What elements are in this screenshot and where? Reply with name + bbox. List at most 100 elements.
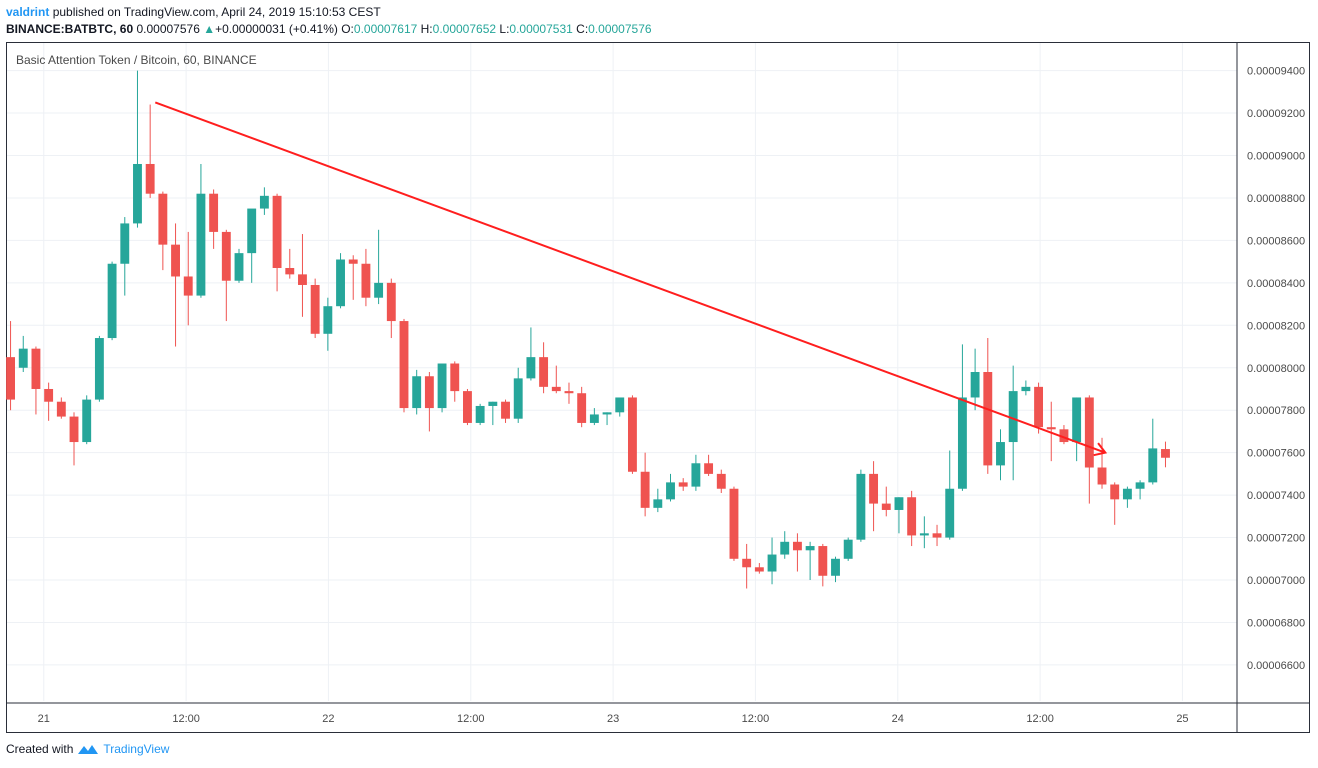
y-tick-label: 0.00007000 (1247, 575, 1305, 587)
resistance-trendline (154, 101, 1106, 454)
candle-up (767, 554, 777, 572)
candle-down (69, 416, 79, 443)
x-tick-label: 23 (607, 713, 619, 725)
candle-up (996, 442, 1005, 466)
candle-up (945, 488, 955, 538)
candle-down (56, 401, 66, 417)
candle-up (82, 399, 92, 443)
created-with-label: Created with (6, 742, 74, 756)
candle-down (44, 388, 54, 402)
candle-down (501, 401, 510, 419)
change-arrow-icon: ▲ (203, 22, 216, 36)
candle-down (932, 533, 942, 538)
candle-down (31, 348, 41, 389)
trendline-arrowhead (1093, 442, 1108, 457)
tradingview-brand[interactable]: TradingView (103, 742, 170, 756)
y-tick-label: 0.00009200 (1247, 108, 1305, 120)
candle-down (285, 267, 295, 275)
symbol-label: BINANCE:BATBTC, 60 (6, 22, 134, 36)
candle-down (869, 473, 879, 504)
candle-up (120, 223, 130, 264)
candle-up (475, 405, 485, 423)
candle-down (145, 163, 155, 194)
x-tick-label: 12:00 (457, 713, 485, 725)
candle-up (513, 378, 523, 419)
candle-down (1059, 429, 1069, 443)
candle-down (158, 193, 168, 245)
candle-down (1161, 449, 1170, 458)
candle-down (551, 386, 561, 392)
candle-down (348, 259, 358, 264)
candle-up (1135, 482, 1145, 489)
candle-up (1072, 397, 1082, 443)
candle-down (881, 503, 891, 510)
author-name[interactable]: valdrint (6, 5, 50, 19)
candle-down (716, 473, 726, 489)
candle-down (539, 357, 549, 387)
x-tick-label: 25 (1176, 713, 1188, 725)
candle-up (437, 363, 447, 409)
candle-down (577, 393, 587, 423)
candle-down (361, 263, 371, 298)
candle-down (729, 488, 739, 559)
close-label: C: (576, 22, 589, 36)
candle-up (488, 401, 498, 406)
candle-up (843, 539, 853, 559)
candle-up (1148, 448, 1158, 483)
candle-down (386, 282, 396, 322)
candle-down (1034, 386, 1044, 428)
candle-up (259, 195, 269, 209)
candle-down (183, 276, 193, 296)
candle-up (589, 414, 599, 423)
y-tick-label: 0.00008800 (1247, 193, 1305, 205)
candle-up (247, 208, 257, 254)
candle-down (792, 541, 802, 551)
candle-up (526, 357, 536, 379)
candle-up (133, 163, 142, 224)
high-label: H: (420, 22, 433, 36)
low-label: L: (499, 22, 510, 36)
y-tick-label: 0.00007800 (1247, 405, 1305, 417)
y-tick-label: 0.00008000 (1247, 363, 1305, 375)
y-tick-label: 0.00008200 (1247, 320, 1305, 332)
candle-down (640, 471, 650, 508)
candle-up (970, 372, 980, 398)
candle-down (463, 391, 472, 423)
candle-up (856, 473, 866, 540)
candle-up (323, 306, 333, 334)
candle-down (450, 363, 460, 392)
candle-down (678, 482, 688, 487)
candle-down (564, 391, 574, 394)
candle-down (1084, 397, 1094, 468)
y-tick-label: 0.00007400 (1247, 490, 1305, 502)
price-change: +0.00000031 (+0.41%) (215, 22, 338, 36)
candle-down (818, 546, 828, 576)
candle-down (627, 397, 637, 472)
pane-title: Basic Attention Token / Bitcoin, 60, BIN… (16, 53, 257, 67)
candle-down (272, 195, 282, 268)
published-text: published on TradingView.com, April 24, … (52, 5, 381, 19)
open-label: O: (341, 22, 354, 36)
candle-up (894, 497, 904, 510)
candle-up (691, 463, 701, 487)
y-tick-label: 0.00007600 (1247, 448, 1305, 460)
candle-up (196, 193, 206, 296)
low-value: 0.00007531 (509, 22, 573, 36)
candle-down (171, 244, 180, 277)
candle-down (1046, 427, 1056, 430)
candle-down (983, 372, 993, 466)
candle-down (298, 274, 307, 285)
candle-up (1122, 488, 1132, 500)
x-tick-label: 22 (322, 713, 334, 725)
candle-down (704, 463, 714, 474)
candle-down (424, 376, 434, 409)
y-tick-label: 0.00009400 (1247, 66, 1305, 78)
candle-up (18, 348, 28, 368)
y-tick-label: 0.00009000 (1247, 150, 1305, 162)
candle-up (780, 541, 790, 555)
open-value: 0.00007617 (353, 22, 418, 36)
y-tick-label: 0.00007200 (1247, 533, 1305, 545)
x-tick-label: 21 (38, 713, 50, 725)
y-tick-label: 0.00006600 (1247, 660, 1305, 672)
